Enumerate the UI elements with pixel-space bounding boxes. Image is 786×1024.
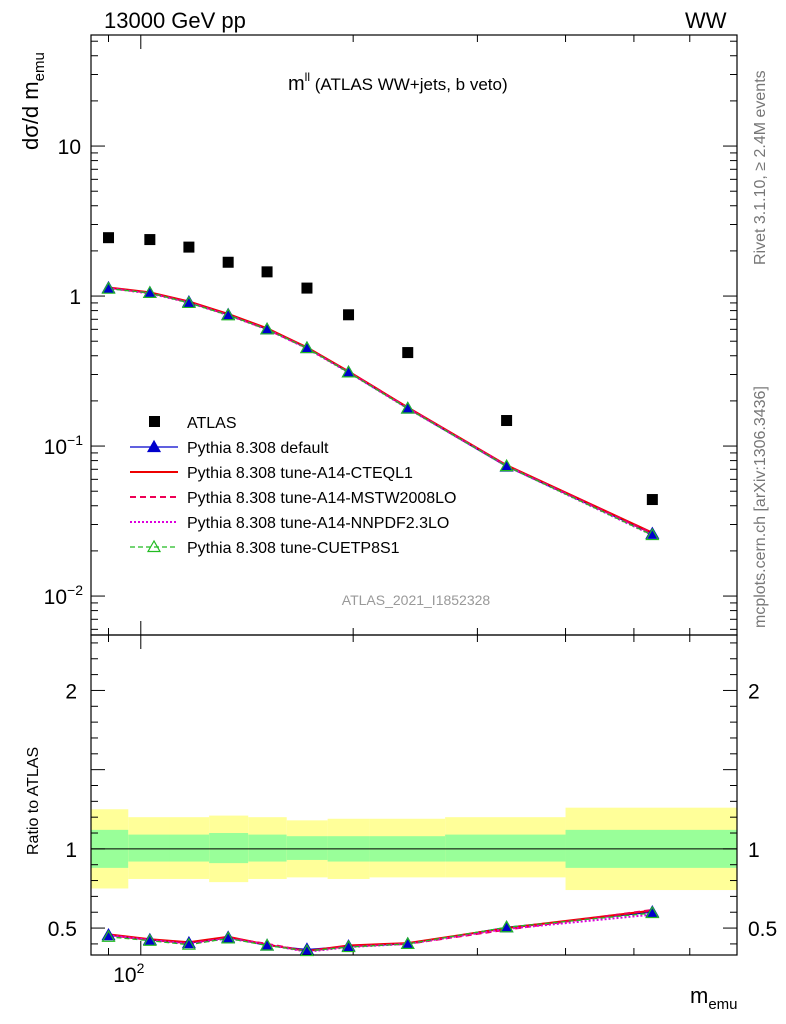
y-tick-label: 1: [69, 286, 81, 309]
atlas-data-point: [222, 256, 234, 268]
band-inner: [209, 833, 249, 864]
ratio-y-axis-label: Ratio to ATLAS: [25, 747, 42, 855]
plot-title: mll (ATLAS WW+jets, b veto): [288, 70, 508, 95]
atlas-data-point: [261, 266, 273, 278]
atlas-data-point: [301, 282, 313, 294]
x-axis-label: memu: [690, 983, 738, 1013]
y-axis-label: dσ/d memu: [18, 52, 48, 150]
mc-data-point: [499, 458, 514, 472]
mc-data-point: [400, 401, 415, 414]
atlas-data-point: [144, 234, 156, 246]
band-inner: [286, 836, 328, 860]
atlas-data-point: [183, 241, 195, 253]
legend-marker: [146, 439, 162, 453]
y-tick-label: 10−1: [44, 432, 84, 459]
legend-label: Pythia 8.308 tune-A14-NNPDF2.3LO: [187, 515, 449, 532]
mc-data-point: [260, 322, 275, 335]
mc-series-line: [108, 287, 653, 537]
ratio-series-line: [108, 912, 653, 952]
ratio-y-tick-label: 2: [65, 680, 77, 703]
ratio-data-point: [299, 943, 314, 957]
ratio-y-tick-label: 2: [748, 680, 760, 703]
y-tick-label: 10−2: [44, 582, 84, 609]
x-tick-label: 102: [113, 960, 144, 987]
ratio-data-point: [221, 931, 236, 944]
ratio-data-point: [400, 936, 415, 950]
mcplots-label: mcplots.cern.ch [arXiv:1306.3436]: [752, 386, 769, 628]
legend-marker-atlas: [149, 416, 160, 427]
band-inner: [169, 834, 210, 862]
atlas-data-point: [646, 494, 658, 506]
atlas-data-point: [501, 415, 513, 427]
ratio-y-tick-label: 0.5: [48, 918, 77, 941]
ratio-y-tick-label: 0.5: [748, 918, 777, 941]
mc-series-line: [108, 288, 653, 536]
mc-data-point: [142, 285, 157, 298]
mc-data-point: [645, 527, 660, 541]
legend-label: Pythia 8.308 tune-CUETP8S1: [187, 540, 400, 557]
legend-label: ATLAS: [187, 415, 237, 432]
ratio-plot-frame: [90, 634, 738, 956]
mc-data-point: [341, 365, 356, 378]
y-tick-label: 10: [58, 136, 81, 159]
legend-marker: [146, 539, 162, 553]
process-label: WW: [685, 8, 727, 33]
ratio-y-tick-label: 1: [65, 839, 77, 862]
mc-data-point: [101, 281, 116, 294]
mc-data-point: [299, 340, 314, 354]
atlas-data-point: [103, 232, 115, 244]
ratio-data-point: [645, 905, 660, 919]
band-inner: [128, 834, 170, 862]
energy-label: 13000 GeV pp: [104, 8, 246, 33]
legend-label: Pythia 8.308 default: [187, 440, 329, 457]
mc-data-point: [221, 308, 236, 321]
mc-data-point: [181, 295, 196, 309]
atlas-data-point: [402, 347, 414, 359]
legend-label: Pythia 8.308 tune-A14-MSTW2008LO: [187, 490, 456, 507]
rivet-version-label: Rivet 3.1.10, ≥ 2.4M events: [752, 70, 769, 265]
ratio-data-point: [101, 929, 116, 942]
ratio-data-point: [181, 937, 196, 950]
band-inner: [248, 834, 287, 862]
legend-label: Pythia 8.308 tune-A14-CTEQL1: [187, 465, 413, 482]
ratio-data-point: [142, 933, 157, 946]
ratio-data-point: [260, 938, 275, 951]
ratio-y-tick-label: 1: [748, 839, 760, 862]
atlas-data-point: [343, 309, 355, 321]
ratio-data-point: [341, 939, 356, 953]
ratio-data-point: [499, 920, 514, 933]
band-inner: [445, 834, 566, 862]
analysis-watermark: ATLAS_2021_I1852328: [342, 592, 491, 608]
mc-data-point: [645, 526, 660, 539]
